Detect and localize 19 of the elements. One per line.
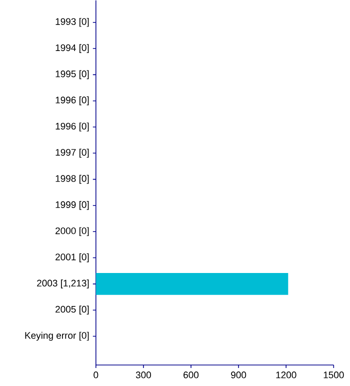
x-tick-label: 1500 bbox=[324, 372, 344, 378]
y-tick-label: Keying error [0] bbox=[25, 332, 89, 341]
y-tick-label: 1994 [0] bbox=[56, 44, 89, 53]
y-tick-label: 1997 [0] bbox=[56, 148, 89, 158]
x-tick-label: 600 bbox=[184, 372, 199, 378]
y-tick-label: 2001 [0] bbox=[56, 253, 89, 262]
y-tick-label: 1993 [0] bbox=[56, 18, 89, 27]
y-tick-label: 1999 [0] bbox=[56, 201, 89, 210]
y-tick-label: 1996 [0] bbox=[56, 122, 89, 132]
y-tick-label: 2005 [0] bbox=[56, 306, 89, 315]
y-tick-label: 1998 [0] bbox=[56, 174, 89, 184]
y-tick-label: 2003 [1,213] bbox=[37, 280, 89, 288]
x-tick-label: 1200 bbox=[276, 372, 296, 378]
x-tick-label: 300 bbox=[136, 372, 152, 378]
y-tick-label: 1996 [0] bbox=[56, 96, 89, 106]
x-tick-label: 0 bbox=[94, 372, 98, 378]
y-tick-label: 1995 [0] bbox=[56, 70, 89, 80]
x-tick-label: 900 bbox=[231, 372, 246, 378]
y-tick-label: 2000 [0] bbox=[56, 227, 89, 236]
